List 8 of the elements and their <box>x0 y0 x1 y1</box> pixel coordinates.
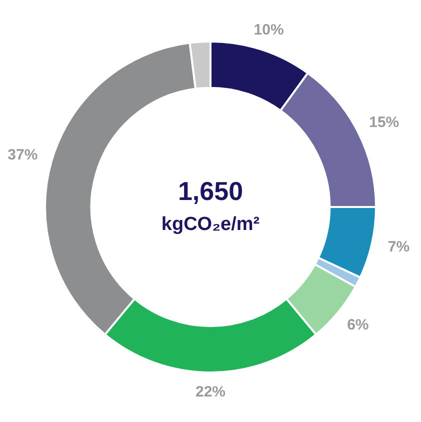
data-label: 15% <box>369 114 400 131</box>
data-label: 22% <box>195 384 226 401</box>
text: 1,650 <box>178 176 244 206</box>
data-label: 37% <box>8 146 38 164</box>
data-label: 6% <box>347 316 369 334</box>
data-label: 10% <box>254 22 284 39</box>
text: kgCO₂e/m² <box>161 214 260 236</box>
data-label: 7% <box>388 238 410 256</box>
